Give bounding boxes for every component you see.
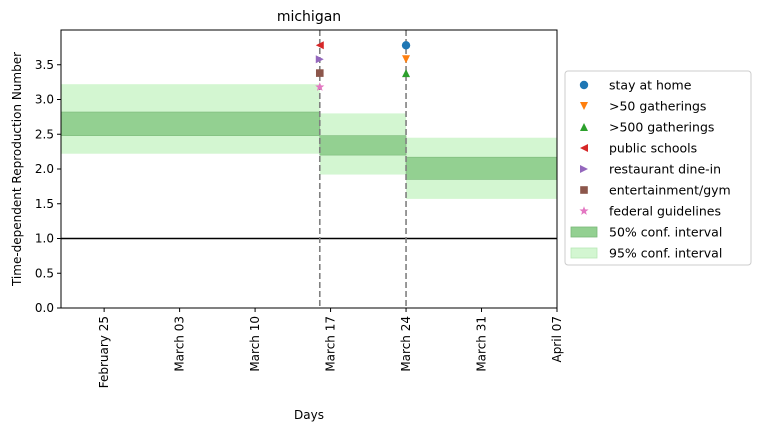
legend-marker (580, 102, 588, 110)
x-tick-label: March 10 (248, 316, 262, 372)
legend-swatch (570, 226, 598, 238)
legend-label: public schools (609, 141, 697, 156)
x-tick-label: February 25 (97, 316, 111, 388)
y-tick-label: 0.0 (35, 301, 54, 315)
legend-label: entertainment/gym (609, 183, 731, 198)
legend-marker (580, 144, 588, 152)
y-tick-label: 3.5 (35, 58, 54, 72)
chart-title: michigan (277, 9, 341, 25)
event-marker (401, 41, 411, 50)
event-marker (315, 41, 324, 50)
legend-label: >50 gatherings (609, 99, 706, 114)
y-tick-label: 0.5 (35, 266, 54, 280)
x-tick-label: March 31 (475, 316, 489, 372)
event-marker (315, 82, 325, 91)
legend-marker (579, 80, 589, 90)
y-tick-label: 3.0 (35, 93, 54, 107)
y-tick-label: 2.0 (35, 162, 54, 176)
legend-box (564, 70, 752, 266)
event-marker (315, 69, 324, 77)
legend-label: 50% conf. interval (609, 225, 722, 240)
x-tick-label: April 07 (550, 316, 564, 363)
event-marker (402, 55, 411, 64)
ci50-band (60, 111, 321, 136)
legend-marker (580, 123, 588, 131)
legend-label: stay at home (609, 78, 692, 93)
y-tick-label: 1.0 (35, 232, 54, 246)
legend-marker (579, 206, 589, 215)
y-tick-label: 2.5 (35, 127, 54, 141)
x-tick-label: March 03 (173, 316, 187, 372)
x-tick-label: March 24 (399, 316, 413, 372)
legend-label: restaurant dine-in (609, 162, 721, 177)
ci50-band (405, 156, 558, 180)
ci50-band (319, 135, 407, 156)
plot-frame (60, 29, 558, 309)
event-marker (315, 55, 324, 64)
legend-swatch (570, 247, 598, 259)
y-tick-label: 1.5 (35, 197, 54, 211)
y-axis-label: Time-dependent Reproduction Number (10, 52, 24, 287)
legend-label: >500 gatherings (609, 120, 714, 135)
x-tick-label: March 17 (324, 316, 338, 372)
legend-label: 95% conf. interval (609, 246, 722, 261)
legend-label: federal guidelines (609, 204, 721, 219)
legend-marker (580, 186, 588, 194)
x-axis-label: Days (294, 408, 324, 422)
legend-marker (580, 165, 588, 173)
event-marker (402, 69, 411, 78)
